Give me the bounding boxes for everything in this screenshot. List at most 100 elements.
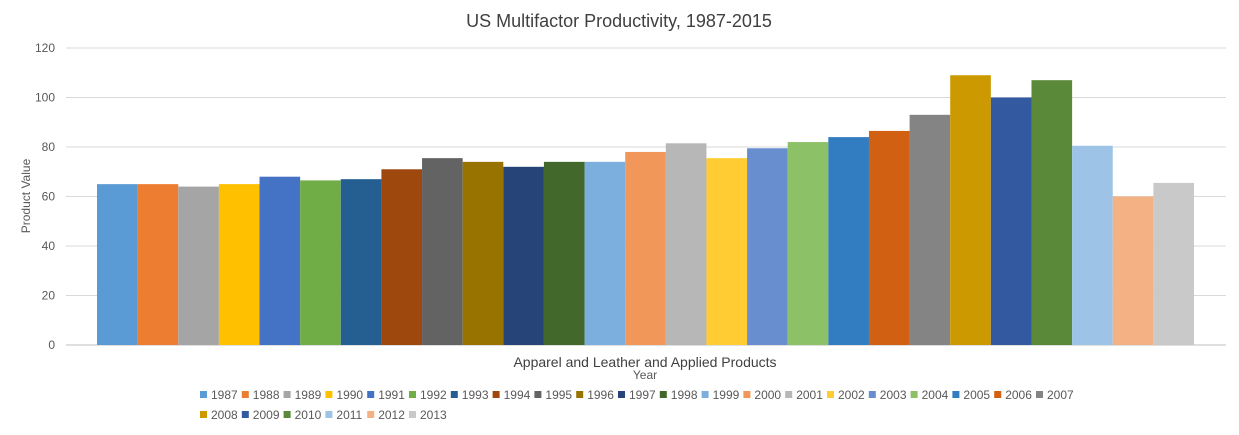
legend-label: 1995 — [545, 388, 572, 402]
bar-2013[interactable] — [1153, 182, 1194, 345]
legend-item-2010[interactable]: 2010 — [283, 408, 322, 422]
bar-2010[interactable] — [1031, 80, 1073, 346]
legend-swatch — [534, 391, 542, 398]
bar-2004[interactable] — [787, 142, 829, 345]
legend-item-2000[interactable]: 2000 — [743, 388, 781, 402]
bar-1991[interactable] — [259, 176, 301, 345]
legend-item-2007[interactable]: 2007 — [1036, 388, 1074, 402]
legend-label: 1988 — [253, 388, 280, 402]
bar-2001[interactable] — [665, 143, 707, 345]
bar-1996[interactable] — [462, 161, 504, 345]
bar-2007[interactable] — [909, 114, 951, 345]
legend-label: 2012 — [378, 408, 405, 422]
bar-1992[interactable] — [300, 180, 341, 345]
legend-swatch — [952, 391, 960, 398]
bar-2003[interactable] — [747, 148, 788, 345]
legend-label: 2009 — [253, 408, 280, 422]
legend-item-1990[interactable]: 1990 — [325, 388, 363, 402]
bar-1988[interactable] — [137, 184, 179, 346]
legend-label: 1989 — [295, 388, 322, 402]
legend-label: 2005 — [963, 388, 990, 402]
legend-label: 1998 — [671, 388, 698, 402]
legend-swatch — [576, 391, 584, 398]
bar-2011[interactable] — [1072, 145, 1113, 345]
legend-item-1995[interactable]: 1995 — [534, 388, 572, 402]
legend-label: 2002 — [838, 388, 865, 402]
legend-swatch — [325, 411, 333, 418]
legend-label: 1997 — [629, 388, 656, 402]
bar-2000[interactable] — [625, 151, 666, 345]
legend-swatch — [701, 391, 709, 398]
legend-swatch — [200, 411, 207, 418]
legend-swatch — [450, 391, 458, 398]
legend-item-1991[interactable]: 1991 — [367, 388, 405, 402]
legend-label: 2003 — [880, 388, 907, 402]
legend-item-1996[interactable]: 1996 — [576, 388, 614, 402]
y-tick-label: 120 — [35, 41, 55, 55]
bar-2006[interactable] — [868, 130, 910, 345]
bar-1994[interactable] — [381, 169, 423, 345]
legend-item-1987[interactable]: 1987 — [200, 388, 238, 402]
legend-item-2002[interactable]: 2002 — [827, 388, 865, 402]
category-label: Apparel and Leather and Applied Products — [513, 354, 776, 370]
legend-item-2004[interactable]: 2004 — [910, 388, 949, 402]
bar-1997[interactable] — [503, 166, 544, 345]
legend-item-2003[interactable]: 2003 — [868, 388, 907, 402]
y-axis-label: Product Value — [19, 158, 33, 233]
legend-label: 1991 — [378, 388, 405, 402]
x-axis-label: Year — [633, 368, 657, 382]
legend-item-1989[interactable]: 1989 — [283, 388, 322, 402]
legend-item-2012[interactable]: 2012 — [367, 408, 405, 422]
legend-item-1988[interactable]: 1988 — [241, 388, 280, 402]
bar-2008[interactable] — [950, 75, 991, 345]
legend-item-1998[interactable]: 1998 — [659, 388, 698, 402]
bar-2005[interactable] — [828, 137, 869, 345]
bar-1987[interactable] — [97, 184, 138, 346]
legend-label: 2010 — [295, 408, 322, 422]
bar-2002[interactable] — [706, 158, 748, 345]
legend-label: 1990 — [336, 388, 363, 402]
legend-item-2005[interactable]: 2005 — [952, 388, 990, 402]
legend-label: 2008 — [211, 408, 238, 422]
legend-item-1999[interactable]: 1999 — [701, 388, 740, 402]
legend-label: 1996 — [587, 388, 614, 402]
legend-item-2001[interactable]: 2001 — [785, 388, 823, 402]
legend-item-2006[interactable]: 2006 — [994, 388, 1032, 402]
legend-swatch — [409, 411, 416, 418]
legend-swatch — [785, 391, 793, 398]
y-tick-label: 40 — [42, 239, 56, 253]
legend-swatch — [827, 391, 834, 398]
legend-item-1997[interactable]: 1997 — [618, 388, 656, 402]
legend: 1987 1988 1989 1990 1991 1992 1993 1994 1995 1996… — [200, 388, 1074, 422]
legend-swatch — [325, 391, 333, 398]
legend-label: 2007 — [1047, 388, 1074, 402]
legend-item-1994[interactable]: 1994 — [492, 388, 531, 402]
bar-1999[interactable] — [584, 161, 626, 345]
bar-1998[interactable] — [543, 161, 585, 345]
legend-label: 1987 — [211, 388, 238, 402]
legend-swatch — [200, 391, 207, 398]
legend-item-2008[interactable]: 2008 — [200, 408, 238, 422]
legend-item-1993[interactable]: 1993 — [450, 388, 489, 402]
bar-2012[interactable] — [1112, 196, 1154, 346]
y-tick-label: 0 — [48, 338, 55, 352]
legend-label: 2001 — [796, 388, 823, 402]
legend-item-2013[interactable]: 2013 — [409, 408, 447, 422]
legend-swatch — [743, 391, 751, 398]
bar-1993[interactable] — [340, 179, 382, 345]
legend-swatch — [1036, 391, 1043, 398]
legend-label: 1994 — [504, 388, 531, 402]
y-tick-label: 100 — [35, 91, 55, 105]
legend-item-1992[interactable]: 1992 — [409, 388, 447, 402]
legend-swatch — [241, 391, 249, 398]
legend-swatch — [283, 391, 291, 398]
legend-swatch — [492, 391, 500, 398]
bar-1989[interactable] — [178, 186, 219, 345]
bar-1995[interactable] — [422, 158, 463, 345]
bar-1990[interactable] — [218, 184, 260, 346]
legend-label: 2004 — [922, 388, 949, 402]
legend-item-2011[interactable]: 2011 — [325, 408, 363, 422]
legend-item-2009[interactable]: 2009 — [241, 408, 280, 422]
bar-2009[interactable] — [990, 97, 1032, 346]
